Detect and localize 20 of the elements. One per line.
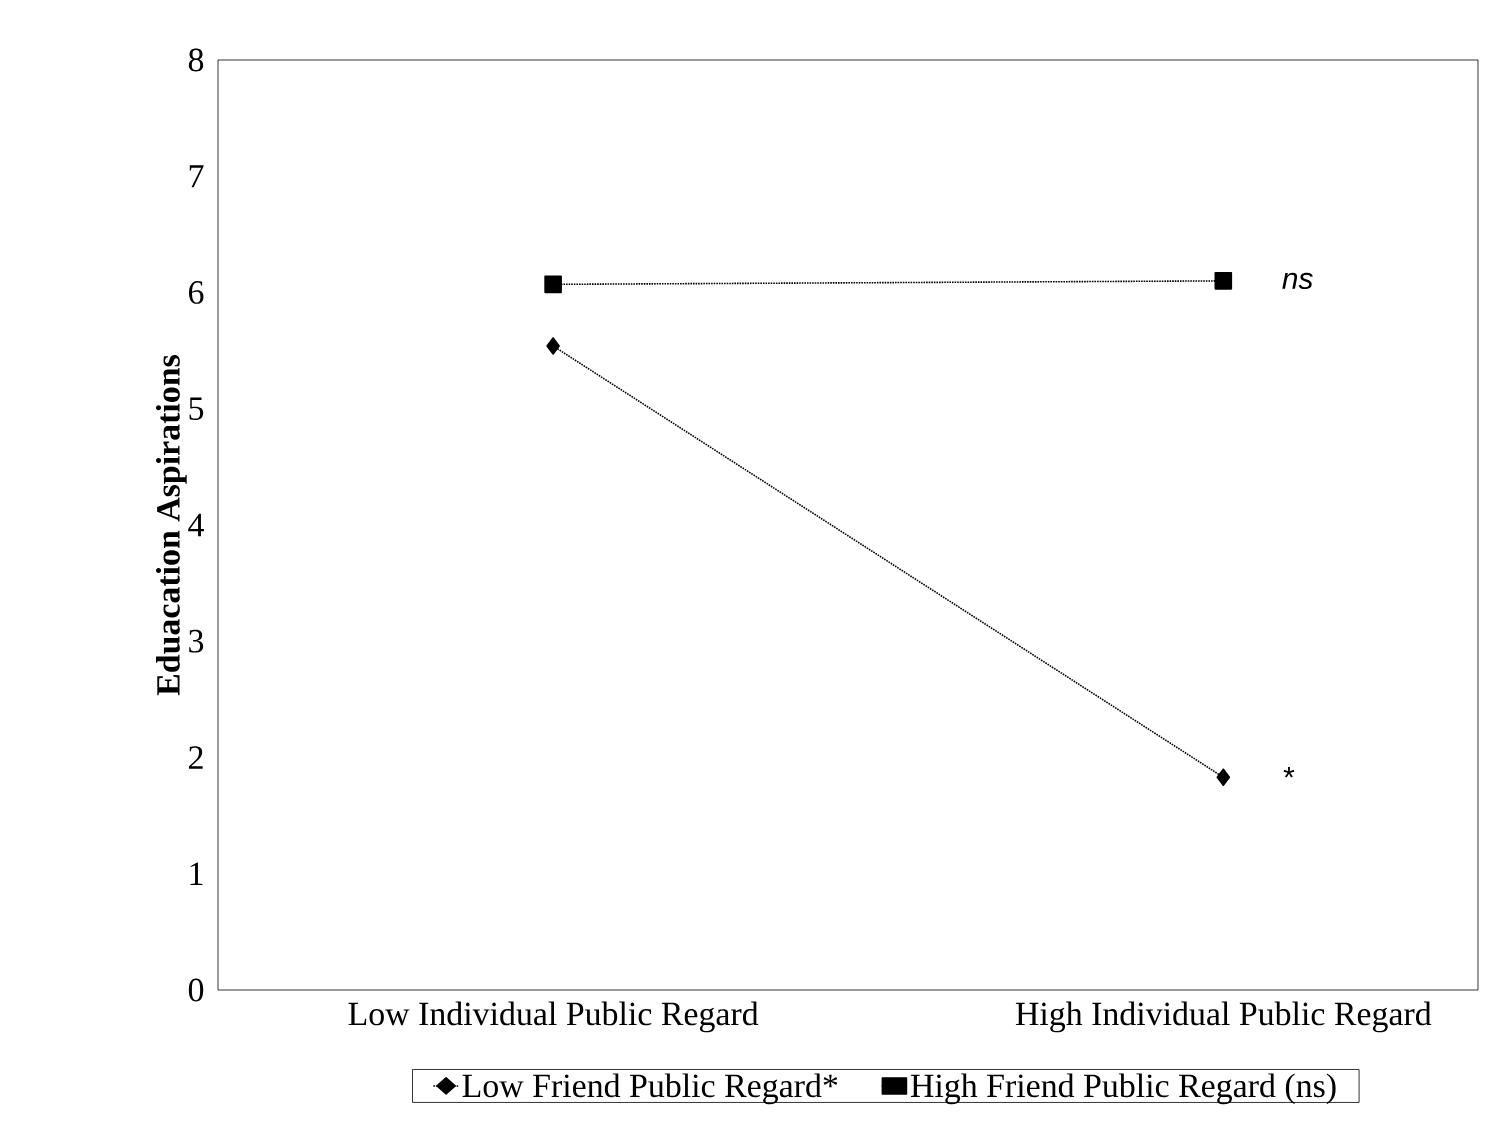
legend-label: High Friend Public Regard (ns) <box>910 1073 1336 1105</box>
y-tick-label: 5 <box>189 397 204 420</box>
annotation: ns <box>1282 272 1313 290</box>
point <box>1214 272 1233 290</box>
point <box>546 337 560 355</box>
x-tick-label: Low Individual Public Regard <box>348 1001 759 1033</box>
y-axis-title: Eduacation Aspirations <box>155 355 187 696</box>
point <box>1216 768 1231 787</box>
legend-label: Low Friend Public Regard* <box>462 1073 838 1105</box>
y-tick-label: 2 <box>189 746 203 769</box>
y-tick-label: 4 <box>188 513 204 537</box>
y-tick-label: 8 <box>188 48 204 72</box>
annotation: * <box>1283 766 1295 778</box>
y-tick-label: 0 <box>188 978 204 1002</box>
y-tick-label: 6 <box>189 281 204 304</box>
y-tick-label: 3 <box>189 629 204 653</box>
y-tick-label: 1 <box>190 862 203 885</box>
y-tick-label: 7 <box>189 165 204 188</box>
point <box>544 275 562 294</box>
x-tick-label: High Individual Public Regard <box>1015 1001 1432 1033</box>
